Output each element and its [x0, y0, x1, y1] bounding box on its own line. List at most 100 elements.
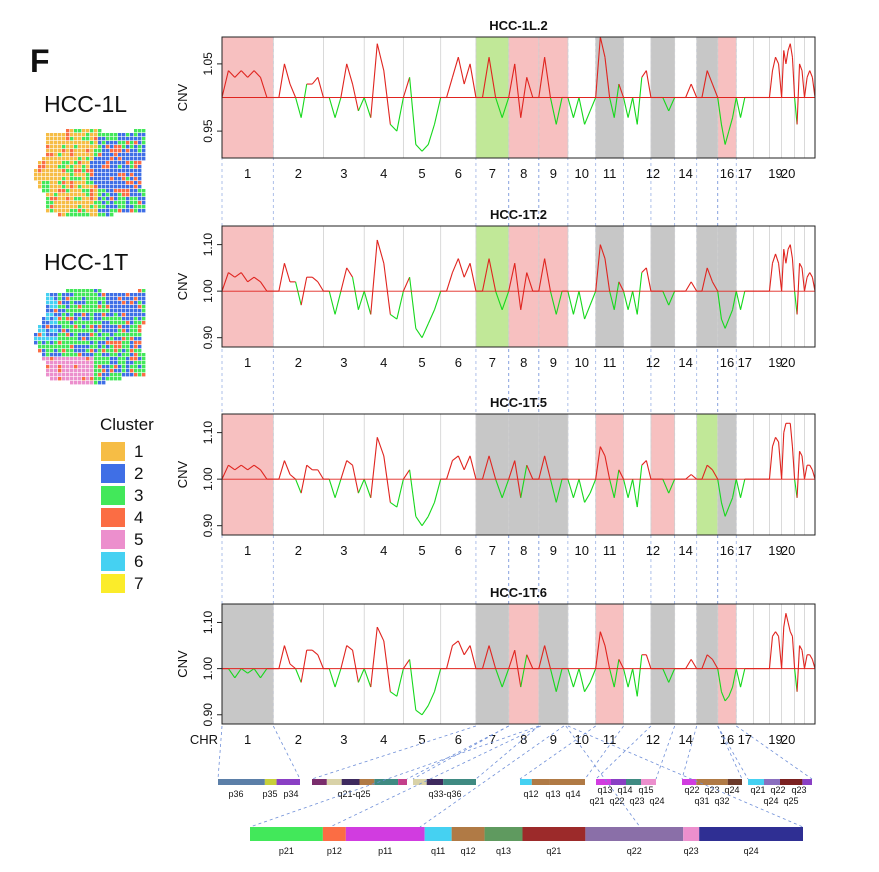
tissue-spot: [78, 133, 82, 137]
tissue-spot: [142, 209, 146, 213]
tissue-spot: [46, 309, 50, 313]
tissue-spot: [110, 365, 114, 369]
tissue-spot: [142, 297, 146, 301]
tissue-spot: [54, 365, 58, 369]
tissue-spot: [58, 189, 62, 193]
tissue-spot: [70, 169, 74, 173]
cnv-segment-chr12: [641, 267, 647, 273]
ideogram-band: [727, 779, 742, 785]
tissue-spot: [98, 161, 102, 165]
tissue-spot: [82, 381, 86, 385]
tissue-spot: [138, 337, 142, 341]
cnv-segment-chr20: [789, 43, 793, 58]
tissue-spot: [118, 345, 122, 349]
tissue-spot: [110, 157, 114, 161]
tissue-spot: [34, 169, 38, 173]
tissue-spot: [70, 161, 74, 165]
tissue-spot: [102, 205, 106, 209]
cnv-segment-chr6: [457, 258, 465, 278]
tissue-spot: [118, 177, 122, 181]
cnv-segment-chr16: [720, 502, 726, 517]
tissue-spot: [118, 325, 122, 329]
cnv-segment-chr3: [334, 97, 342, 118]
tissue-spot: [122, 329, 126, 333]
cnv-segment-chr9: [538, 57, 546, 98]
tissue-spot: [62, 181, 66, 185]
tissue-spot: [54, 153, 58, 157]
tissue-spot: [90, 141, 94, 145]
tissue-spot: [130, 141, 134, 145]
cnv-segment-chr20: [791, 258, 796, 292]
cnv-segment-chr10: [572, 668, 580, 688]
cnv-segment-chr21: [799, 262, 803, 269]
tissue-spot: [142, 309, 146, 313]
tissue-spot: [122, 369, 126, 373]
cnv-segment-chr8: [508, 649, 516, 669]
tissue-spot: [102, 173, 106, 177]
tissue-spot: [122, 173, 126, 177]
chr9-band-label: q24: [744, 846, 759, 856]
tissue-spot: [50, 161, 54, 165]
tissue-spot: [126, 161, 130, 165]
tissue-spot: [138, 369, 142, 373]
cnv-segment-chr2: [278, 645, 285, 669]
tissue-spot: [126, 189, 130, 193]
tissue-spot: [126, 369, 130, 373]
tissue-spot: [94, 213, 98, 217]
cnv-segment-chr1: [228, 70, 236, 78]
cnv-segment-chr6: [469, 263, 477, 292]
tissue-spot: [94, 201, 98, 205]
tissue-spot: [58, 325, 62, 329]
cnv-segment-chr19: [778, 63, 783, 98]
tissue-spot: [98, 173, 102, 177]
tissue-spot: [74, 337, 78, 341]
cnv-segment-chr10: [578, 668, 586, 692]
tissue-spot: [138, 345, 142, 349]
tissue-spot: [110, 201, 114, 205]
tissue-spot: [118, 317, 122, 321]
tissue-spot: [134, 189, 138, 193]
cnv-segment-chr1: [234, 70, 242, 78]
chromosome-label: 3: [340, 732, 347, 747]
tissue-spot: [106, 309, 110, 313]
tissue-spot: [66, 189, 70, 193]
tissue-spot: [54, 301, 58, 305]
tissue-spot: [54, 305, 58, 309]
tissue-spot: [66, 205, 70, 209]
tissue-spot: [70, 305, 74, 309]
tissue-spot: [86, 169, 90, 173]
highlight-chr8: [508, 604, 539, 724]
tissue-spot: [102, 341, 106, 345]
tissue-spot: [122, 333, 126, 337]
cnv-segment-chr2: [289, 83, 297, 98]
tissue-spot: [102, 317, 106, 321]
tissue-spot: [94, 349, 98, 353]
cnv-segment-chr1: [259, 77, 268, 98]
cnv-segment-chr5: [433, 97, 442, 125]
cnv-segment-chr1: [260, 668, 268, 679]
tissue-spot: [114, 321, 118, 325]
tissue-spot: [74, 373, 78, 377]
tissue-spot: [102, 137, 106, 141]
tissue-spot: [46, 185, 50, 189]
tissue-spot: [78, 197, 82, 201]
tissue-spot: [118, 161, 122, 165]
tissue-spot: [82, 293, 86, 297]
tissue-spot: [130, 357, 134, 361]
tissue-spot: [90, 317, 94, 321]
tissue-spot: [82, 377, 86, 381]
legend-swatch-7: [101, 574, 125, 593]
cnv-segment-chr10: [584, 110, 591, 125]
tissue-spot: [106, 293, 110, 297]
tissue-spot: [38, 169, 42, 173]
tissue-spot: [122, 373, 126, 377]
tissue-spot: [78, 141, 82, 145]
tissue-spot: [142, 293, 146, 297]
tissue-spot: [138, 321, 142, 325]
ideogram-connector: [406, 725, 509, 780]
cnv-segment-chr21: [796, 451, 801, 498]
chromosome-label: 6: [455, 543, 462, 558]
tissue-spot: [134, 193, 138, 197]
tissue-spot: [74, 157, 78, 161]
chromosome-label: 1: [244, 166, 251, 181]
